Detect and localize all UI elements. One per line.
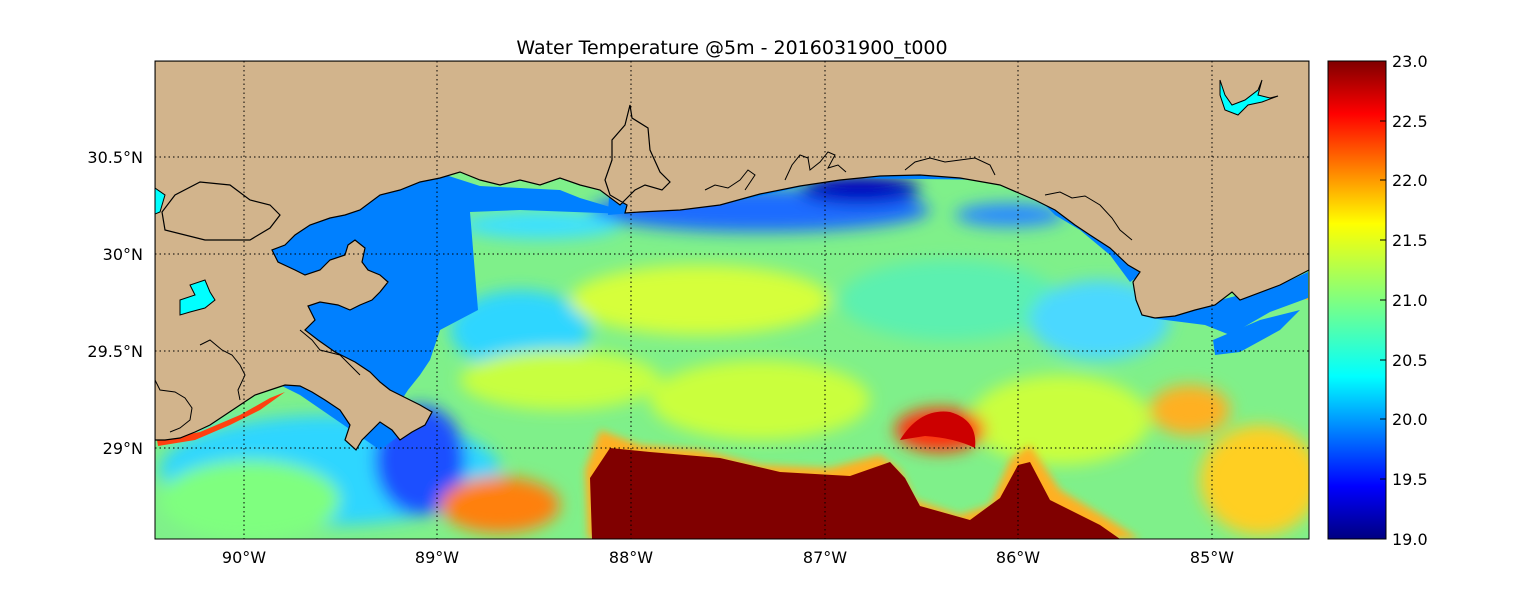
x-tick-label: 86°W bbox=[996, 548, 1040, 567]
map-panel bbox=[155, 61, 1309, 539]
inland-lake bbox=[155, 187, 166, 215]
chart-title: Water Temperature @5m - 2016031900_t000 bbox=[516, 37, 947, 59]
coastline bbox=[155, 151, 1133, 433]
colorbar-tick-label: 23.0 bbox=[1392, 52, 1428, 71]
y-tick-label: 30.5°N bbox=[87, 148, 143, 167]
colorbar-tick-label: 19.0 bbox=[1392, 530, 1428, 549]
colorbar-tick-label: 22.0 bbox=[1392, 171, 1428, 190]
graticule bbox=[155, 61, 1309, 539]
inland-lake bbox=[1219, 79, 1279, 116]
map-frame bbox=[154, 60, 1310, 540]
colorbar: 23.0 22.5 22.0 21.5 21.0 20.5 20.0 19.5 … bbox=[1327, 52, 1428, 549]
inland-lake bbox=[179, 279, 216, 316]
colorbar-gradient bbox=[1327, 60, 1387, 540]
land bbox=[155, 61, 1309, 451]
colorbar-tick-label: 20.5 bbox=[1392, 351, 1428, 370]
x-tick-label: 87°W bbox=[803, 548, 847, 567]
colorbar-tick-label: 21.5 bbox=[1392, 231, 1428, 250]
colorbar-tick-label: 20.0 bbox=[1392, 410, 1428, 429]
y-tick-label: 29.5°N bbox=[87, 342, 143, 361]
x-tick-label: 90°W bbox=[222, 548, 266, 567]
colorbar-tick-label: 21.0 bbox=[1392, 291, 1428, 310]
x-tick-label: 89°W bbox=[415, 548, 459, 567]
x-tick-label: 85°W bbox=[1190, 548, 1234, 567]
x-tick-label: 88°W bbox=[609, 548, 653, 567]
colorbar-tick-label: 19.5 bbox=[1392, 470, 1428, 489]
longitude-labels: 90°W 89°W 88°W 87°W 86°W 85°W bbox=[222, 548, 1234, 567]
latitude-labels: 30.5°N 30°N 29.5°N 29°N bbox=[87, 148, 143, 458]
y-tick-label: 30°N bbox=[103, 245, 143, 264]
y-tick-label: 29°N bbox=[103, 439, 143, 458]
colorbar-tick-label: 22.5 bbox=[1392, 112, 1428, 131]
